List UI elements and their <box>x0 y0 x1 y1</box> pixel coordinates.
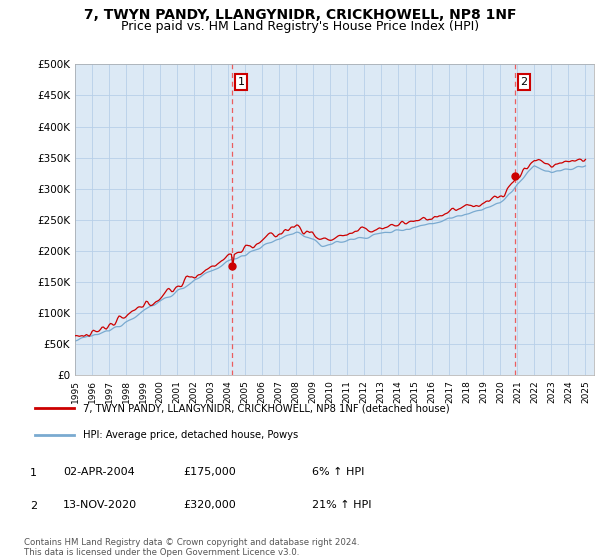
Text: Price paid vs. HM Land Registry's House Price Index (HPI): Price paid vs. HM Land Registry's House … <box>121 20 479 32</box>
Text: 7, TWYN PANDY, LLANGYNIDR, CRICKHOWELL, NP8 1NF (detached house): 7, TWYN PANDY, LLANGYNIDR, CRICKHOWELL, … <box>83 403 449 413</box>
Text: 7, TWYN PANDY, LLANGYNIDR, CRICKHOWELL, NP8 1NF: 7, TWYN PANDY, LLANGYNIDR, CRICKHOWELL, … <box>84 8 516 22</box>
Text: 21% ↑ HPI: 21% ↑ HPI <box>312 500 371 510</box>
Text: 2: 2 <box>520 77 527 87</box>
Text: 13-NOV-2020: 13-NOV-2020 <box>63 500 137 510</box>
Text: 2: 2 <box>30 501 37 511</box>
Text: 02-APR-2004: 02-APR-2004 <box>63 466 135 477</box>
Text: 1: 1 <box>238 77 245 87</box>
Text: £175,000: £175,000 <box>183 466 236 477</box>
Text: HPI: Average price, detached house, Powys: HPI: Average price, detached house, Powy… <box>83 430 298 440</box>
Text: Contains HM Land Registry data © Crown copyright and database right 2024.
This d: Contains HM Land Registry data © Crown c… <box>24 538 359 557</box>
Text: 6% ↑ HPI: 6% ↑ HPI <box>312 466 364 477</box>
Text: £320,000: £320,000 <box>183 500 236 510</box>
Text: 1: 1 <box>30 468 37 478</box>
